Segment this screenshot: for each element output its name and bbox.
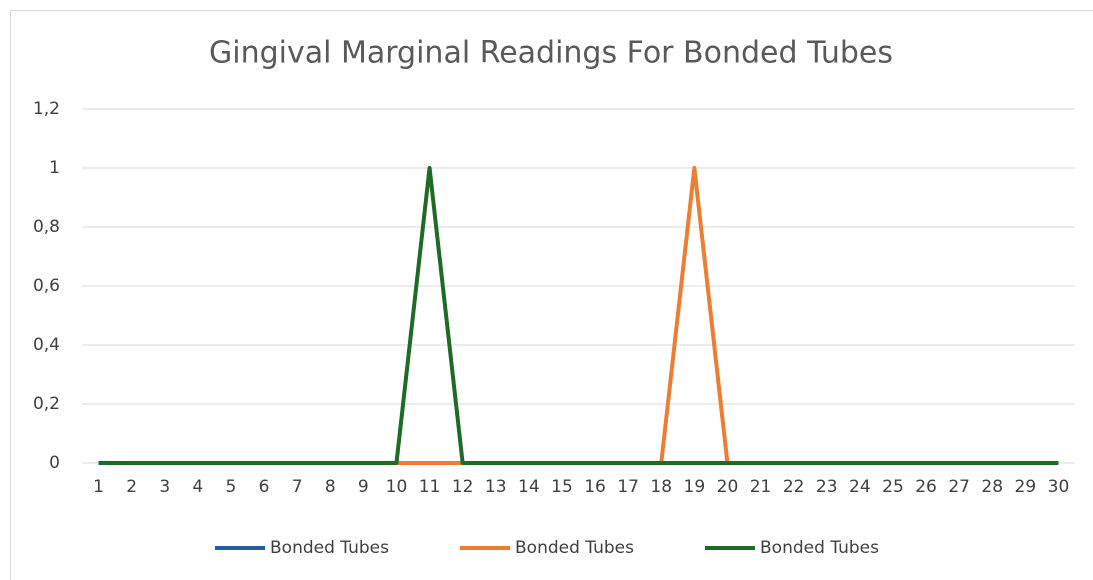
x-tick-label: 17 [617,477,639,497]
y-tick-label: 0,6 [33,276,60,296]
legend-label: Bonded Tubes [270,538,389,558]
x-tick-label: 9 [358,477,369,497]
x-tick-label: 7 [292,477,303,497]
legend-label: Bonded Tubes [515,538,634,558]
x-tick-label: 28 [981,477,1003,497]
x-tick-label: 13 [485,477,507,497]
x-tick-label: 4 [192,477,203,497]
y-tick-label: 0,4 [33,335,60,355]
series-line [98,166,1059,465]
x-tick-label: 15 [551,477,573,497]
x-tick-label: 25 [882,477,904,497]
x-tick-label: 22 [783,477,805,497]
y-tick-label: 1 [49,158,60,178]
x-tick-label: 12 [452,477,474,497]
legend-label: Bonded Tubes [760,538,879,558]
y-tick-label: 0 [49,453,60,473]
x-tick-label: 26 [915,477,937,497]
x-tick-label: 1 [93,477,104,497]
y-tick-label: 0,8 [33,217,60,237]
x-tick-label: 19 [684,477,706,497]
x-tick-label: 20 [717,477,739,497]
x-tick-label: 6 [259,477,270,497]
y-tick-label: 0,2 [33,394,60,414]
chart-title: Gingival Marginal Readings For Bonded Tu… [209,36,893,71]
y-tick-label: 1,2 [33,99,60,119]
x-tick-label: 11 [419,477,441,497]
x-tick-label: 10 [386,477,408,497]
x-tick-label: 8 [325,477,336,497]
x-tick-label: 18 [650,477,672,497]
x-tick-label: 2 [126,477,137,497]
x-tick-label: 21 [750,477,772,497]
x-tick-label: 5 [226,477,237,497]
x-tick-label: 29 [1015,477,1037,497]
x-tick-label: 23 [816,477,838,497]
x-tick-label: 3 [159,477,170,497]
x-tick-label: 30 [1048,477,1070,497]
x-tick-label: 14 [518,477,540,497]
x-tick-label: 16 [584,477,606,497]
x-tick-label: 24 [849,477,871,497]
chart-frame [10,10,1093,580]
x-tick-label: 27 [948,477,970,497]
